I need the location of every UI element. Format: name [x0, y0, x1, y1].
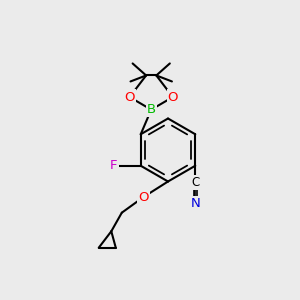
Text: C: C: [191, 176, 200, 189]
Text: N: N: [190, 197, 200, 210]
Text: F: F: [110, 159, 118, 172]
Text: B: B: [147, 103, 156, 116]
Text: O: O: [124, 91, 135, 103]
Text: O: O: [168, 91, 178, 103]
Text: O: O: [138, 190, 148, 204]
